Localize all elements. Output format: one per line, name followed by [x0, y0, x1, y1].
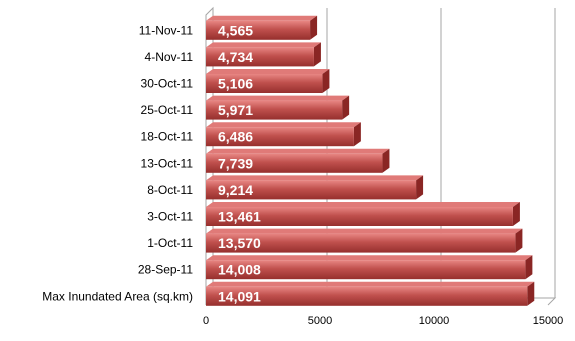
data-label: 5,971: [218, 102, 253, 118]
bar: [206, 175, 424, 200]
bar-front-face: [206, 47, 314, 67]
bar: [206, 69, 330, 93]
bar-front-face: [206, 153, 383, 173]
bar-top-face: [206, 95, 350, 101]
data-label: 14,008: [218, 262, 261, 278]
category-label: 30-Oct-11: [141, 77, 194, 91]
data-label: 14,091: [218, 288, 261, 304]
bar-side-face: [512, 202, 520, 226]
bar-side-face: [527, 281, 535, 306]
bars: 4,565 4,734 5,106 5,971 6,486 7,739 9,214 13,46…: [206, 15, 535, 306]
bar-side-face: [313, 42, 321, 67]
bar: [206, 228, 523, 253]
bar-side-face: [322, 69, 330, 93]
category-label: 13-Oct-11: [141, 156, 194, 170]
data-label: 13,570: [218, 235, 261, 251]
bar: [206, 148, 390, 173]
bar: [206, 122, 361, 147]
bar-front-face: [206, 100, 343, 120]
category-label: 18-Oct-11: [141, 130, 194, 144]
data-label: 5,106: [218, 76, 253, 92]
category-label: 3-Oct-11: [147, 210, 193, 224]
bar-front-face: [206, 74, 323, 93]
bar: [206, 42, 321, 67]
bar-top-face: [206, 228, 523, 234]
data-label: 13,461: [218, 209, 261, 225]
bar-front-face: [206, 20, 311, 40]
bar-side-face: [515, 228, 523, 253]
x-tick-label: 10000: [419, 315, 450, 327]
category-label: Max Inundated Area (sq.km): [42, 289, 193, 303]
category-label: 8-Oct-11: [147, 183, 193, 197]
bar-side-face: [525, 255, 533, 280]
bar-side-face: [382, 148, 390, 173]
x-tick-label: 15000: [533, 315, 564, 327]
x-tick-label: 5000: [308, 315, 332, 327]
bar-front-face: [206, 180, 417, 200]
category-label: 25-Oct-11: [141, 103, 194, 117]
data-label: 6,486: [218, 129, 253, 145]
bar-top-face: [206, 148, 390, 154]
data-label: 9,214: [218, 182, 253, 198]
category-label: 4-Nov-11: [145, 50, 194, 64]
bar-top-face: [206, 255, 533, 261]
bar-top-face: [206, 281, 535, 287]
bar-top-face: [206, 122, 361, 128]
bar-top-face: [206, 69, 330, 74]
bar-side-face: [416, 175, 424, 200]
bar-front-face: [206, 233, 516, 253]
bar-top-face: [206, 175, 424, 181]
x-tick-label: 0: [203, 315, 209, 327]
bar-front-face: [206, 260, 526, 280]
bar-top-face: [206, 15, 318, 21]
bar-side-face: [353, 122, 361, 147]
category-label: 11-Nov-11: [139, 23, 194, 37]
category-label: 28-Sep-11: [138, 263, 193, 277]
bar: [206, 255, 533, 280]
bar-top-face: [206, 42, 321, 48]
data-label: 7,739: [218, 155, 253, 171]
bar: [206, 15, 318, 40]
bar-side-face: [310, 15, 318, 40]
bar-front-face: [206, 127, 354, 147]
x-axis-tick-labels: 0 5000 10000 15000: [203, 315, 563, 327]
bar-side-face: [342, 95, 350, 120]
data-label: 4,734: [218, 49, 253, 65]
bar: [206, 95, 350, 120]
bar: [206, 281, 535, 306]
bar-front-face: [206, 207, 513, 226]
bar: [206, 202, 520, 226]
bar-front-face: [206, 286, 528, 306]
category-label: 1-Oct-11: [147, 236, 193, 250]
data-label: 4,565: [218, 22, 253, 38]
category-labels: 11-Nov-11 4-Nov-11 30-Oct-11 25-Oct-11 18-Oc…: [42, 23, 193, 303]
bar-top-face: [206, 202, 520, 207]
